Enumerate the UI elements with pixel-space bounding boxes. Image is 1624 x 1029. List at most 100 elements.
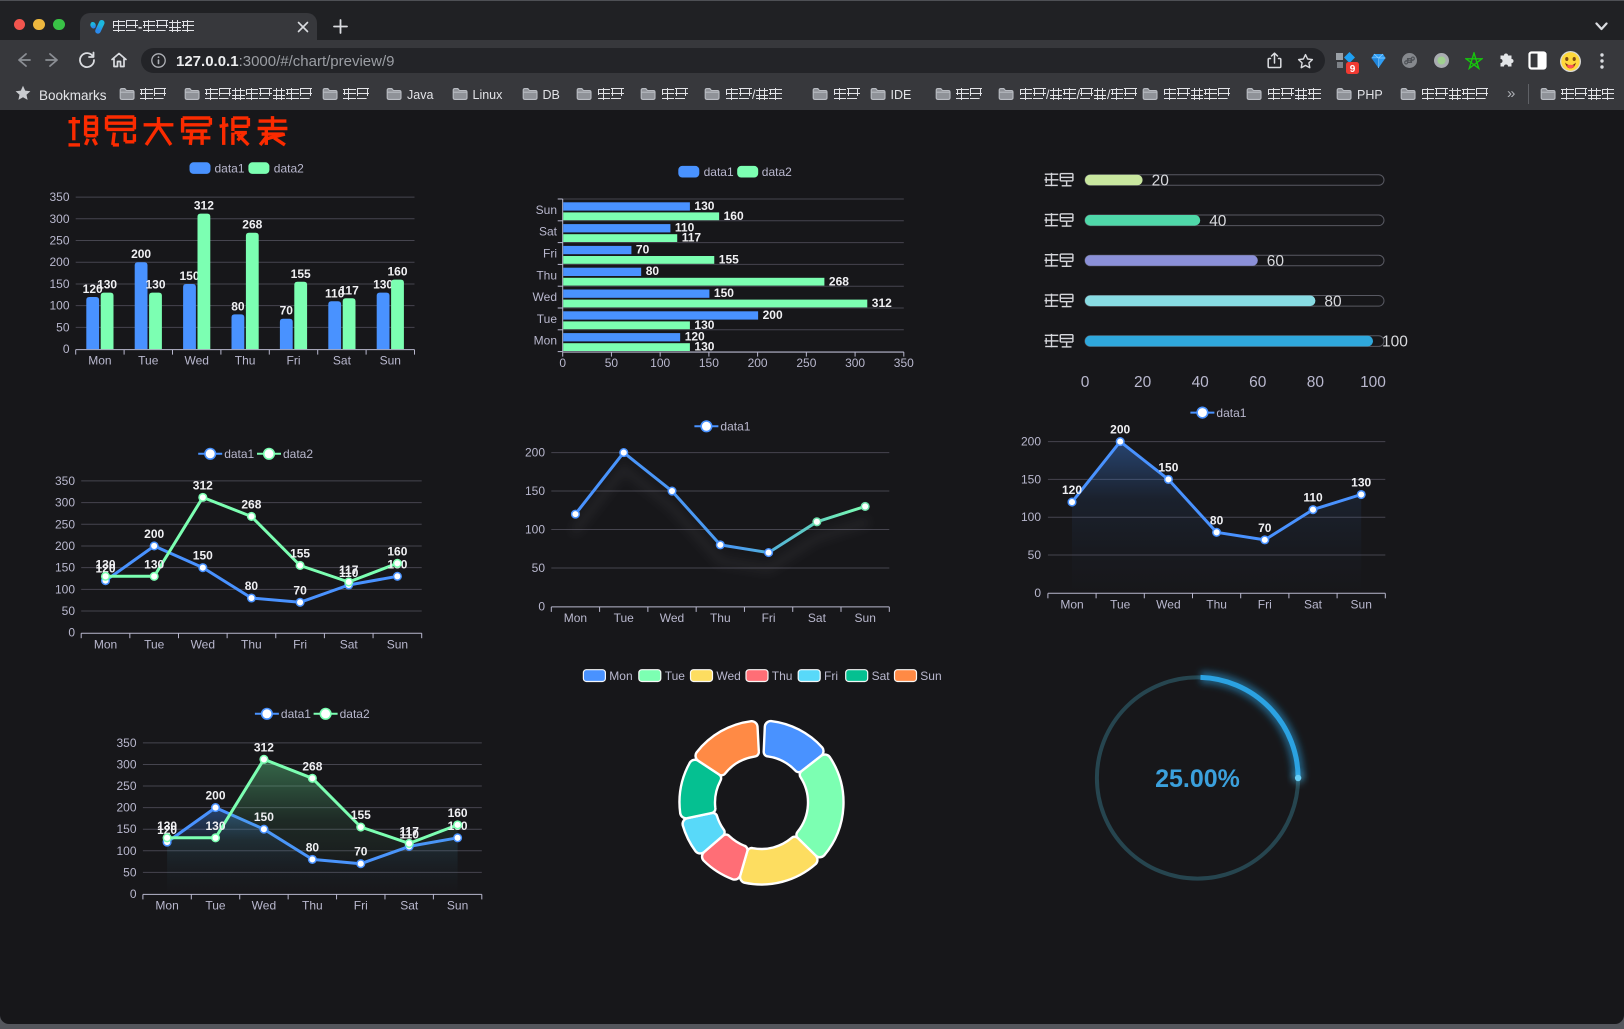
svg-text:130: 130: [694, 318, 714, 332]
svg-text:Fri: Fri: [287, 354, 301, 368]
svg-text:160: 160: [724, 209, 744, 223]
svg-text:Fri: Fri: [1258, 598, 1272, 612]
svg-text:160: 160: [448, 806, 468, 820]
svg-text:Mon: Mon: [609, 669, 632, 683]
svg-text:200: 200: [116, 801, 136, 815]
svg-text:50: 50: [605, 356, 619, 370]
svg-text:312: 312: [872, 296, 892, 310]
svg-text:300: 300: [845, 356, 865, 370]
svg-text:300: 300: [55, 496, 75, 510]
svg-text:50: 50: [56, 320, 70, 334]
svg-text:150: 150: [179, 269, 199, 283]
svg-text:40: 40: [1192, 374, 1210, 391]
svg-text:Fri: Fri: [293, 638, 307, 652]
svg-text:130: 130: [95, 557, 115, 571]
svg-text:100: 100: [1382, 334, 1408, 351]
svg-text:Sun: Sun: [855, 611, 876, 625]
svg-text:data1: data1: [1216, 406, 1246, 420]
svg-text:80: 80: [1307, 374, 1325, 391]
svg-text:110: 110: [339, 566, 359, 580]
svg-text:Tue: Tue: [614, 611, 635, 625]
svg-text:100: 100: [49, 299, 69, 313]
svg-text:data2: data2: [283, 447, 313, 461]
svg-text:250: 250: [796, 356, 816, 370]
svg-text:70: 70: [636, 242, 650, 256]
svg-text:150: 150: [1158, 460, 1178, 474]
svg-text:50: 50: [123, 865, 137, 879]
svg-text:Thu: Thu: [536, 268, 557, 282]
svg-text:80: 80: [646, 264, 660, 278]
svg-text:200: 200: [748, 356, 768, 370]
svg-text:Tue: Tue: [144, 638, 165, 652]
svg-text:100: 100: [116, 844, 136, 858]
svg-text:50: 50: [1028, 548, 1042, 562]
svg-text:0: 0: [68, 626, 75, 640]
svg-text:150: 150: [525, 484, 545, 498]
svg-text:110: 110: [675, 221, 695, 235]
svg-text:Tue: Tue: [1110, 598, 1131, 612]
svg-text:155: 155: [719, 253, 739, 267]
svg-text:Mon: Mon: [94, 638, 117, 652]
svg-text:Mon: Mon: [564, 611, 587, 625]
svg-text:250: 250: [55, 517, 75, 531]
svg-text:9: 9: [1350, 64, 1356, 75]
svg-text:Fri: Fri: [824, 669, 838, 683]
svg-text:data1: data1: [720, 420, 750, 434]
svg-text:110: 110: [1303, 491, 1323, 505]
svg-text:Sat: Sat: [333, 354, 352, 368]
svg-text:250: 250: [49, 234, 69, 248]
svg-text:Mon: Mon: [534, 334, 557, 348]
svg-text:130: 130: [373, 278, 393, 292]
svg-text:130: 130: [1351, 476, 1371, 490]
svg-text:0: 0: [1034, 586, 1041, 600]
svg-text:0: 0: [63, 342, 70, 356]
svg-text:Thu: Thu: [235, 354, 256, 368]
svg-text:312: 312: [254, 740, 274, 754]
svg-text:Sun: Sun: [1351, 598, 1372, 612]
svg-text:300: 300: [116, 758, 136, 772]
svg-text:200: 200: [525, 446, 545, 460]
svg-text:Thu: Thu: [710, 611, 731, 625]
svg-text:117: 117: [339, 283, 359, 297]
svg-text:100: 100: [1360, 374, 1386, 391]
svg-text:80: 80: [306, 840, 320, 854]
svg-text:200: 200: [131, 247, 151, 261]
svg-text:Tue: Tue: [138, 354, 159, 368]
svg-text:50: 50: [532, 561, 546, 575]
svg-text:50: 50: [62, 604, 76, 618]
svg-text:120: 120: [685, 330, 705, 344]
svg-text:70: 70: [354, 845, 368, 859]
svg-text:200: 200: [1110, 423, 1130, 437]
svg-text:250: 250: [116, 779, 136, 793]
svg-text:160: 160: [387, 265, 407, 279]
svg-text:350: 350: [55, 474, 75, 488]
svg-text:268: 268: [302, 759, 322, 773]
svg-text:155: 155: [290, 547, 310, 561]
svg-text:Thu: Thu: [772, 669, 793, 683]
svg-text:160: 160: [387, 544, 407, 558]
svg-text:200: 200: [49, 255, 69, 269]
svg-text:Wed: Wed: [191, 638, 215, 652]
svg-text:80: 80: [1210, 513, 1224, 527]
svg-text:Wed: Wed: [660, 611, 684, 625]
svg-text:70: 70: [1258, 521, 1272, 535]
svg-text:Sat: Sat: [539, 225, 558, 239]
svg-text:200: 200: [55, 539, 75, 553]
svg-text:350: 350: [116, 736, 136, 750]
svg-text:200: 200: [205, 789, 225, 803]
svg-text:Wed: Wed: [252, 899, 276, 913]
svg-text:Fri: Fri: [354, 899, 368, 913]
svg-text:150: 150: [49, 277, 69, 291]
svg-text:268: 268: [241, 498, 261, 512]
svg-text:130: 130: [145, 278, 165, 292]
svg-text:80: 80: [245, 579, 259, 593]
svg-text:Sat: Sat: [808, 611, 827, 625]
svg-text:200: 200: [763, 308, 783, 322]
svg-text:150: 150: [714, 286, 734, 300]
svg-text:0: 0: [538, 599, 545, 613]
svg-text:20: 20: [1152, 173, 1170, 190]
svg-text:80: 80: [1324, 293, 1342, 310]
svg-text:data1: data1: [215, 161, 245, 175]
svg-text:0: 0: [1081, 374, 1090, 391]
svg-text:Sat: Sat: [400, 899, 419, 913]
